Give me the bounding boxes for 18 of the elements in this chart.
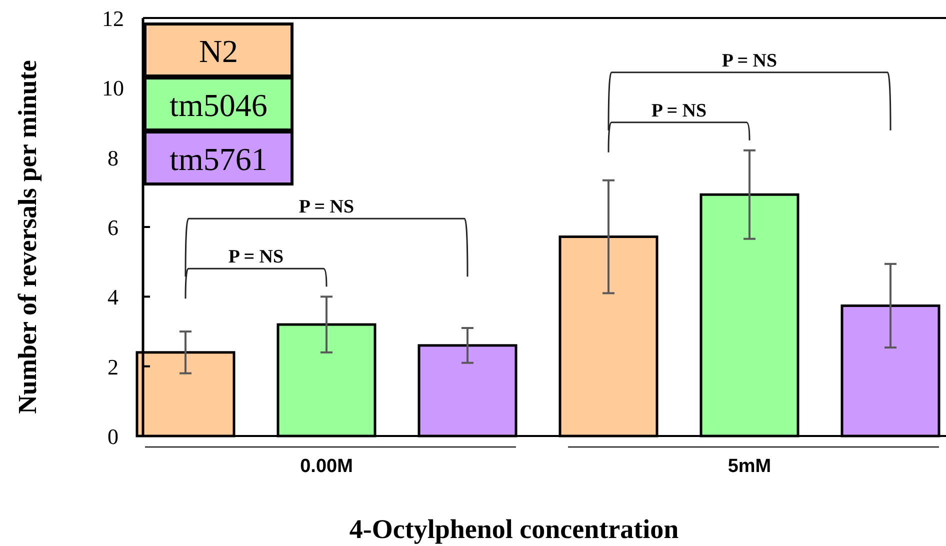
x-tick-label: 0.00M (300, 456, 353, 477)
y-axis-title: Number of reversals per minute (13, 60, 42, 414)
annotation: P = NS (298, 196, 354, 218)
text: tm5761 (170, 141, 268, 177)
y-tick-label: 12 (102, 6, 124, 31)
text: tm5046 (170, 87, 268, 123)
annotation: P = NS (651, 100, 707, 122)
y-tick-label: 6 (108, 215, 118, 240)
y-tick-label: 0 (108, 424, 118, 449)
x-axis-title: 4-Octylphenol concentration (349, 514, 679, 544)
y-tick-label: 4 (108, 284, 118, 310)
y-tick-label: 10 (102, 76, 124, 101)
y-tick-label: 8 (108, 145, 118, 170)
annotation: P = NS (722, 50, 778, 72)
x-tick-label: 5mM (728, 456, 772, 477)
annotation: P = NS (228, 246, 284, 268)
text: N2 (198, 33, 238, 69)
y-tick-label: 2 (108, 354, 118, 380)
